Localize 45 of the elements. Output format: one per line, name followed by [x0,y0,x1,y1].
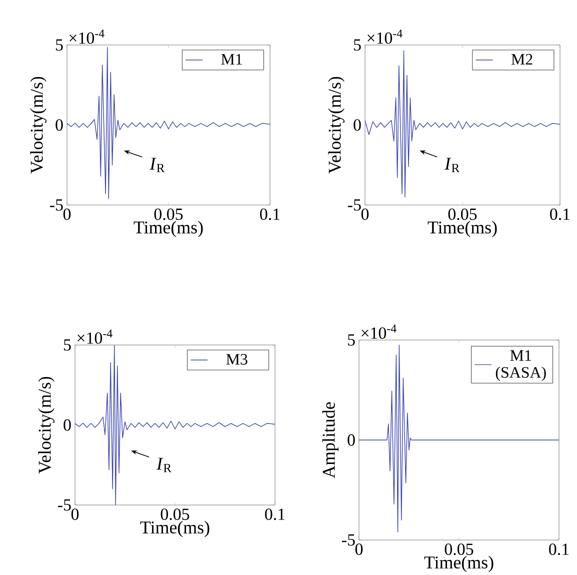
line-series [359,344,560,532]
x-tick-label: 0.05 [160,508,190,520]
annotation: I$_{R}$ [444,158,460,172]
legend-label: M1 [221,54,242,64]
y-tick-label: -5 [342,534,355,546]
x-tick-label: 0 [361,208,369,220]
y-tick-label: 0 [354,119,361,130]
y-tick-label: 0 [56,119,63,130]
y-tick-label: -5 [58,499,71,510]
y-tick-label: 0 [348,434,355,446]
y-axis-title: Amplitude [322,402,339,478]
x-tick-label: 0.1 [549,543,569,555]
y-tick-label: 0 [64,419,71,430]
x-axis-title: Time(ms) [134,220,203,237]
legend-label: M1 (SASA) [496,350,546,381]
x-axis-title: Time(ms) [428,220,497,237]
legend-label: M3 [226,354,248,364]
x-axis-title: Time(ms) [424,556,494,572]
line-series [75,344,276,505]
line-series [365,50,560,198]
x-tick-label: 0.1 [260,208,280,220]
legend-label: M2 [511,54,532,64]
x-tick-label: 0.05 [448,208,477,220]
y-axis-title: Velocity(m/s) [328,76,345,174]
x-tick-label: 0.05 [444,543,474,555]
y-tick-label: 5 [56,39,63,50]
x-axis-title: Time(ms) [140,520,210,537]
y-tick-label: 5 [348,334,355,346]
y-axis-title: Velocity(m/s) [38,376,55,474]
x-tick-label: 0.05 [154,208,183,220]
text: ×10$^{-4}$ [368,29,402,44]
y-tick-label: 5 [64,339,71,350]
y-tick-label: 5 [354,39,361,50]
line-series [67,46,270,199]
y-tick-label: -5 [348,199,361,210]
annotation: I$_{R}$ [156,458,172,472]
annotation: I$_{R}$ [150,158,165,172]
text: ×10$^{-4}$ [70,29,104,44]
y-axis-title: Velocity(m/s) [30,76,47,174]
x-tick-label: 0.1 [265,508,285,520]
x-tick-label: 0.1 [550,208,570,220]
x-tick-label: 0 [71,508,79,520]
y-tick-label: -5 [50,199,63,210]
text: ×10$^{-4}$ [78,329,112,344]
text: ×10$^{-4}$ [362,324,396,339]
